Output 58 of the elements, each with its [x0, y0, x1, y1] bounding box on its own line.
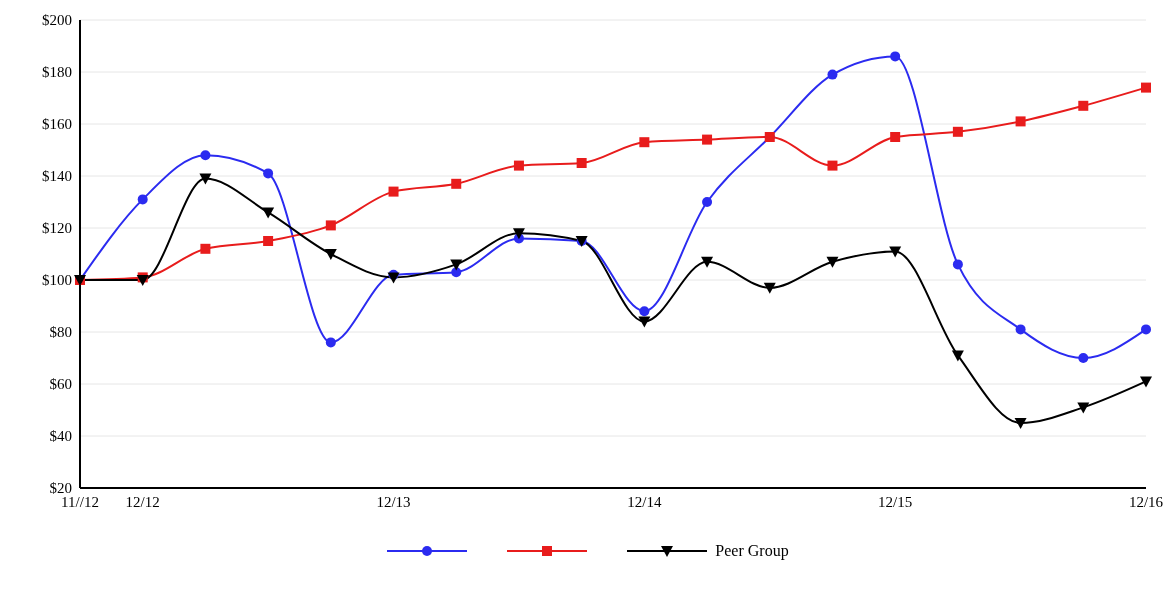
point [701, 256, 714, 268]
point [890, 51, 901, 62]
y-tick-label: $200 [42, 12, 72, 29]
point [639, 306, 650, 317]
y-tick-label: $180 [42, 64, 72, 81]
point [1140, 376, 1152, 388]
point [702, 197, 713, 207]
point [263, 236, 274, 246]
point [889, 246, 902, 258]
point [200, 150, 211, 161]
x-tick-label: 12/13 [376, 493, 411, 510]
y-tick-label: $60 [49, 376, 72, 393]
point [951, 350, 964, 362]
point [1015, 324, 1026, 335]
y-tick-label: $140 [42, 168, 72, 185]
y-tick-label: $80 [49, 324, 72, 341]
point [325, 220, 336, 231]
point [638, 316, 651, 328]
point [1141, 324, 1151, 335]
y-tick-label: $120 [42, 220, 72, 237]
point [952, 126, 963, 137]
point [512, 228, 525, 240]
point [890, 132, 901, 142]
point [1014, 418, 1027, 429]
point [952, 259, 963, 270]
point [827, 160, 838, 171]
point [1015, 116, 1026, 127]
point [324, 249, 337, 260]
point [1078, 353, 1089, 363]
point [199, 173, 212, 185]
y-tick-label: $100 [42, 272, 72, 289]
y-tick-label: $40 [49, 428, 72, 445]
point [1141, 82, 1151, 93]
x-tick-label: 12/15 [878, 493, 913, 510]
point [387, 272, 400, 284]
point [450, 259, 463, 271]
point [576, 158, 587, 168]
point [388, 186, 399, 197]
point [451, 178, 462, 189]
x-tick-label: 12/12 [125, 493, 160, 510]
x-tick-label: 12/14 [627, 493, 662, 510]
x-tick-label: 12/16 [1128, 493, 1164, 510]
point [826, 256, 839, 268]
point [263, 168, 274, 179]
point [702, 134, 713, 145]
point [325, 337, 336, 348]
y-tick-label: $160 [42, 116, 72, 133]
point [451, 267, 462, 278]
point [639, 137, 650, 148]
point [262, 207, 275, 219]
point [200, 243, 211, 254]
point [513, 160, 524, 171]
point [827, 69, 838, 80]
point [1077, 402, 1090, 414]
legend-label: Peer Group [715, 542, 789, 560]
point [137, 194, 148, 205]
point [1078, 100, 1089, 111]
point [763, 282, 776, 294]
